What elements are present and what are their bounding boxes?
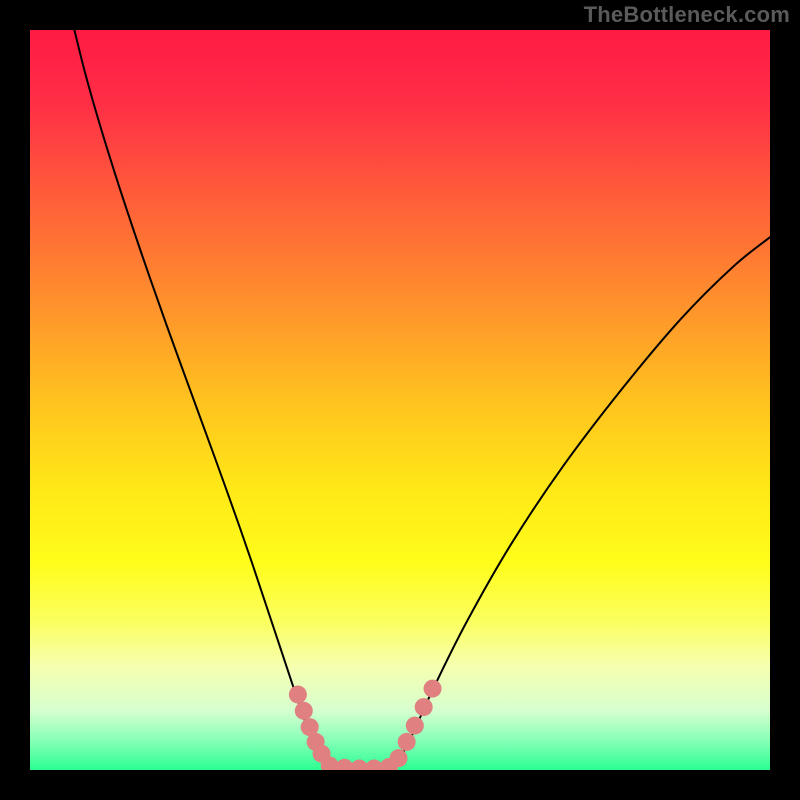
- highlight-marker: [406, 717, 424, 735]
- watermark-text: TheBottleneck.com: [584, 2, 790, 28]
- gradient-background: [30, 30, 770, 770]
- chart-stage: TheBottleneck.com: [0, 0, 800, 800]
- highlight-marker: [424, 680, 442, 698]
- highlight-marker: [390, 749, 408, 767]
- highlight-marker: [289, 686, 307, 704]
- bottleneck-chart: [0, 0, 800, 800]
- highlight-marker: [398, 733, 416, 751]
- highlight-marker: [295, 702, 313, 720]
- highlight-marker: [415, 698, 433, 716]
